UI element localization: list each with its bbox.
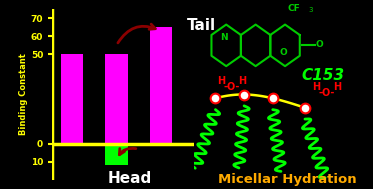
Text: O: O	[279, 48, 287, 57]
Text: H: H	[333, 82, 341, 92]
Text: H: H	[238, 76, 246, 86]
Bar	[61, 54, 83, 144]
Text: O: O	[316, 40, 323, 49]
Text: H: H	[312, 82, 320, 92]
Text: Micellar Hydration: Micellar Hydration	[218, 173, 356, 186]
Text: -O-: -O-	[223, 82, 240, 92]
Text: CF: CF	[288, 4, 300, 13]
Y-axis label: Binding Constant: Binding Constant	[19, 53, 28, 136]
Text: 3: 3	[308, 7, 313, 13]
Text: H: H	[217, 76, 225, 86]
Text: Head: Head	[107, 171, 152, 186]
Text: -O-: -O-	[318, 88, 335, 98]
Text: Tail: Tail	[187, 18, 216, 33]
Text: C153: C153	[301, 68, 344, 83]
Bar	[150, 27, 172, 144]
Bar	[106, 144, 128, 165]
Text: N: N	[220, 33, 228, 42]
Bar	[106, 54, 128, 144]
